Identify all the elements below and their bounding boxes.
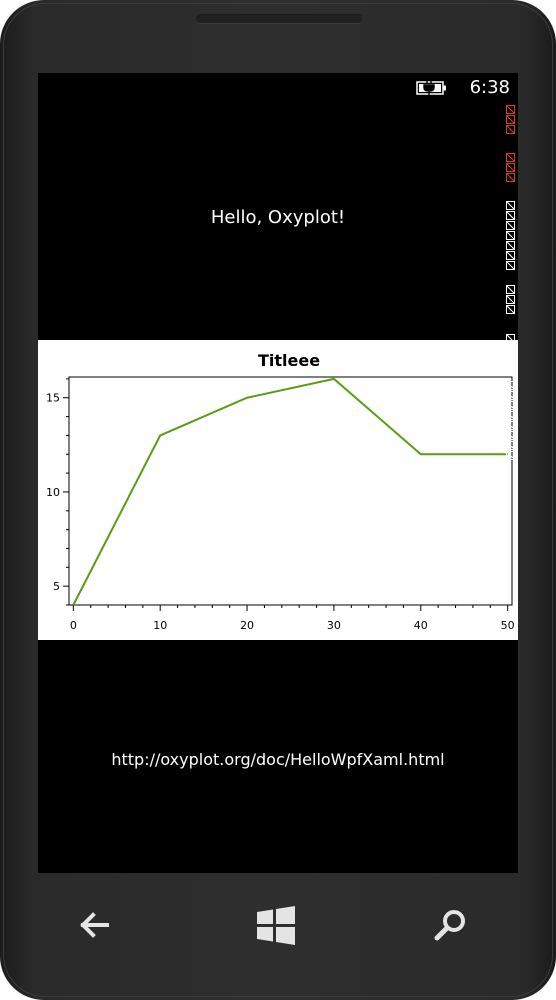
y-tick-label: 10 — [46, 486, 60, 499]
plot-view[interactable]: Titleee 0 10 20 30 40 50 5 10 15 — [38, 340, 518, 640]
battery-charging-icon — [416, 81, 446, 95]
x-tick-label: 0 — [70, 619, 77, 632]
phone-screen: 6:38 Hello, Oxyplot! Titleee 0 10 20 30 40 50 5… — [38, 73, 518, 873]
counter-group-5 — [506, 334, 518, 364]
x-tick-label: 20 — [240, 619, 254, 632]
line-chart: Titleee 0 10 20 30 40 50 5 10 15 — [46, 351, 515, 632]
chart-title: Titleee — [258, 351, 320, 370]
counter-group-6 — [506, 381, 518, 461]
doc-url-text: http://oxyplot.org/doc/HelloWpfXaml.html — [111, 750, 445, 769]
search-icon[interactable] — [428, 903, 472, 947]
x-tick-label: 10 — [153, 619, 167, 632]
counter-group-3 — [506, 201, 518, 271]
counter-group-1 — [506, 105, 518, 135]
windows-logo-icon[interactable] — [254, 903, 298, 947]
x-tick-label: 30 — [327, 619, 341, 632]
counter-group-4 — [506, 285, 518, 315]
status-time: 6:38 — [469, 77, 510, 98]
hardware-nav-bar — [38, 873, 518, 973]
frame-rate-counter — [506, 105, 518, 505]
earpiece-speaker — [196, 14, 362, 24]
y-tick-label: 15 — [46, 392, 60, 405]
counter-group-2 — [506, 153, 518, 183]
series-line-1 — [72, 377, 508, 606]
plot-area — [68, 376, 513, 606]
back-arrow-icon[interactable] — [73, 903, 117, 947]
x-tick-label: 40 — [414, 619, 428, 632]
status-bar: 6:38 — [38, 73, 518, 105]
greeting-text: Hello, Oxyplot! — [210, 207, 346, 228]
y-tick-label: 5 — [53, 580, 60, 593]
x-tick-label: 50 — [501, 619, 515, 632]
